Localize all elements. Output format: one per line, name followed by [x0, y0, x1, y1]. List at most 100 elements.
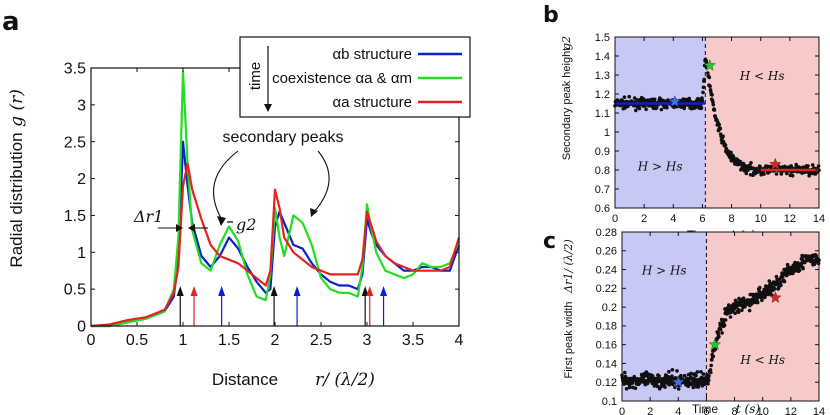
- panel-c-ylabel-math: Δr1/ (λ/2): [562, 239, 575, 294]
- y-tick-label: 0.24: [596, 264, 617, 276]
- panel-a-peak-arrows: [176, 286, 388, 326]
- x-tick-label: 0: [612, 213, 618, 225]
- panel-b-mean-lines: [615, 102, 819, 172]
- data-point: [716, 330, 720, 335]
- panel-a-ylabel: Radial distribution: [7, 132, 26, 267]
- data-point: [710, 93, 714, 97]
- peak-arrowhead: [218, 286, 226, 296]
- annotation-arrowhead-right: [310, 208, 318, 217]
- y-tick-label: 0.18: [596, 321, 617, 333]
- data-point: [736, 310, 741, 315]
- data-point: [729, 150, 733, 155]
- panel-b-y-ticks: 0.6 0.7 0.8 0.9 1 1.1 1.2 1.3 1.4 1.5: [595, 32, 819, 215]
- x-tick-label: 3.5: [402, 332, 424, 349]
- star-marker: [708, 338, 722, 350]
- data-point: [768, 290, 773, 295]
- y-tick-label: 3.5: [64, 61, 86, 78]
- data-point: [695, 370, 700, 374]
- star-marker: [703, 58, 716, 71]
- peak-arrowhead: [366, 286, 374, 296]
- y-tick-label: 3: [77, 97, 86, 114]
- y-tick-label: 0.2: [602, 302, 617, 314]
- panel-c-stars: [672, 291, 782, 388]
- data-point: [762, 172, 766, 176]
- data-point: [694, 373, 698, 378]
- star-marker: [769, 291, 782, 304]
- data-point: [701, 372, 706, 376]
- data-point: [778, 280, 783, 285]
- data-point: [682, 373, 687, 378]
- data-point: [779, 283, 783, 288]
- data-point: [699, 106, 704, 110]
- y-tick-label: 1.5: [595, 32, 610, 44]
- x-tick-label: 10: [757, 406, 769, 415]
- y-tick-label: 0.1: [602, 396, 617, 408]
- data-point: [740, 308, 744, 313]
- data-point: [687, 96, 692, 101]
- data-point: [810, 163, 815, 167]
- peak-arrowhead: [270, 286, 278, 296]
- y-tick-label: 0.8: [595, 165, 610, 177]
- data-point: [702, 77, 706, 82]
- series-line-1: [91, 140, 461, 328]
- peak-arrowhead: [176, 286, 184, 296]
- data-point: [733, 311, 737, 316]
- data-point: [755, 300, 760, 305]
- data-point: [644, 107, 648, 112]
- data-point: [711, 354, 716, 359]
- data-point: [711, 102, 716, 107]
- panel-b-letter: b: [543, 3, 559, 28]
- panel-a-y-ticks: 0 0.5 1 1.5 2 2.5 3 3.5: [64, 61, 459, 336]
- y-tick-label: 0.5: [64, 282, 86, 299]
- panel-c-ylabel: First peak width: [563, 301, 575, 378]
- x-tick-label: 12: [785, 406, 797, 415]
- legend-time-label: time: [247, 62, 264, 90]
- annotation-secondary-peaks: secondary peaks: [223, 129, 344, 146]
- data-point: [749, 161, 753, 165]
- data-point: [634, 108, 638, 113]
- data-point: [628, 385, 632, 390]
- peak-arrowhead: [361, 286, 369, 296]
- data-point: [760, 298, 764, 303]
- x-tick-label: 1.5: [218, 332, 240, 349]
- panel-a-letter: a: [2, 7, 20, 37]
- data-point: [622, 95, 627, 99]
- panel-c-x-ticks: 0 2 4 6 8 10 12 14: [619, 232, 825, 415]
- data-point: [689, 371, 693, 376]
- legend-time-arrowhead: [264, 104, 272, 112]
- data-point: [718, 126, 723, 131]
- y-tick-label: 0.9: [595, 146, 610, 158]
- data-point: [696, 385, 701, 389]
- data-point: [670, 368, 675, 372]
- panel-c-points: [620, 253, 821, 391]
- y-tick-label: 0.6: [595, 203, 610, 215]
- data-point: [657, 374, 661, 378]
- data-point: [774, 274, 779, 279]
- annotation-delta-r1: Δr1: [133, 207, 163, 226]
- data-point: [708, 84, 712, 88]
- x-tick-label: 6: [699, 213, 705, 225]
- data-point: [709, 363, 713, 368]
- data-point: [782, 279, 787, 284]
- data-point: [779, 172, 784, 176]
- data-point: [652, 97, 657, 102]
- x-tick-label: 3: [363, 332, 372, 349]
- annotation-arrowhead-left: [217, 216, 226, 226]
- data-point: [623, 374, 628, 379]
- y-tick-label: 0.16: [596, 340, 617, 352]
- y-tick-label: 1.4: [595, 51, 610, 63]
- legend-entry-label: αa structure: [332, 94, 412, 111]
- data-point: [806, 164, 810, 168]
- y-tick-label: 0.14: [596, 358, 617, 370]
- data-point: [691, 385, 695, 390]
- data-point: [727, 303, 731, 308]
- y-tick-label: 1.1: [595, 108, 610, 120]
- data-point: [712, 108, 717, 112]
- panel-b-frame: [614, 36, 820, 209]
- peak-arrowhead: [380, 286, 388, 296]
- x-tick-label: 14: [813, 406, 825, 415]
- series-line-3: [90, 162, 461, 328]
- panel-a: 0 0.5 1 1.5 2 2.5 3 3.5 4 0 0.5 1 1.5 2 2.5 3 3.5 Radia…: [7, 36, 471, 390]
- data-point: [710, 358, 714, 362]
